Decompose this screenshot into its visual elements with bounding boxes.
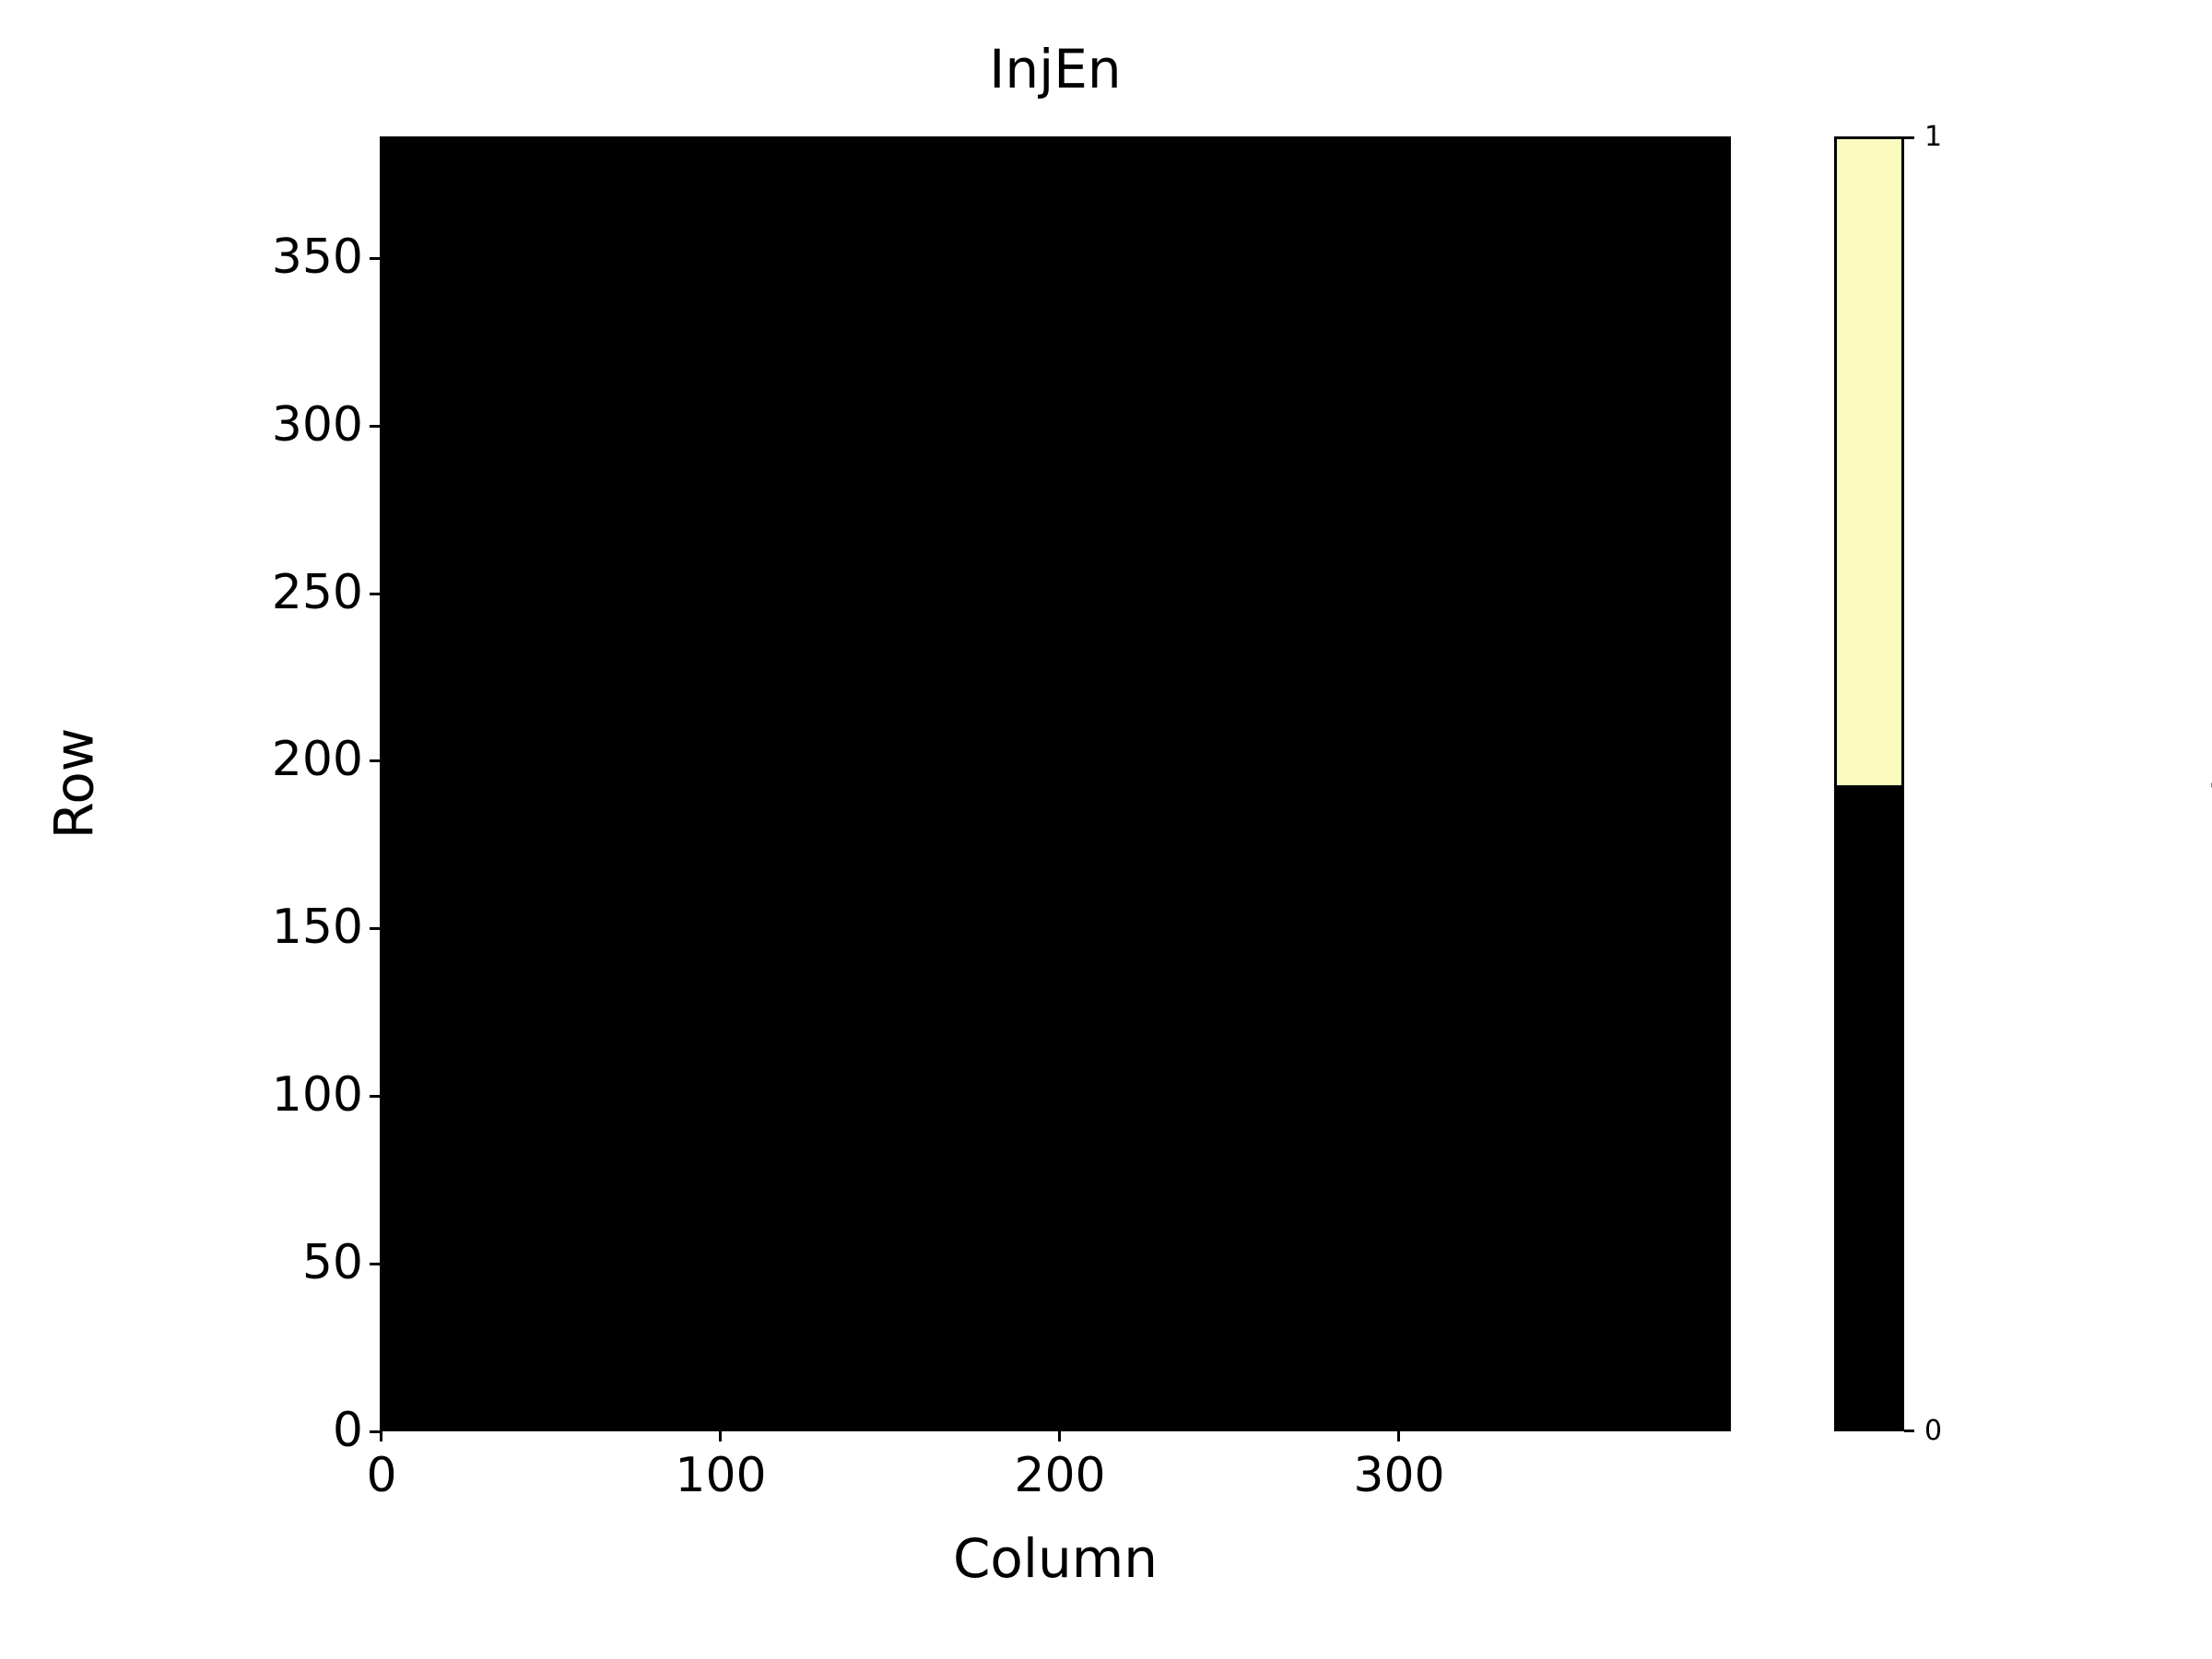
colorbar-tick-mark-top: [1904, 136, 1914, 139]
xtick-mark-100: [719, 1431, 722, 1441]
ytick-mark-300: [370, 425, 380, 428]
ytick-mark-50: [370, 1263, 380, 1265]
heatmap-image: [380, 136, 1731, 1431]
ytick-mark-200: [370, 759, 380, 762]
xtick-mark-200: [1058, 1431, 1061, 1441]
xtick-mark-300: [1397, 1431, 1400, 1441]
y-axis-label: Row: [42, 727, 106, 840]
ytick-mark-100: [370, 1095, 380, 1098]
ytick-mark-250: [370, 593, 380, 595]
colorbar-label: Value: [2202, 711, 2212, 858]
ytick-label-150: 150: [271, 900, 363, 955]
ytick-label-0: 0: [332, 1403, 363, 1458]
xtick-label-200: 200: [1014, 1448, 1106, 1503]
ytick-label-300: 300: [271, 397, 363, 453]
heatmap-plot-area[interactable]: [380, 136, 1731, 1431]
colorbar-high-segment: [1837, 139, 1901, 785]
ytick-label-200: 200: [271, 732, 363, 787]
xtick-mark-0: [380, 1431, 382, 1441]
colorbar-tick-label-top: 1: [1924, 121, 1943, 153]
xtick-label-300: 300: [1353, 1448, 1445, 1503]
ytick-mark-150: [370, 927, 380, 930]
colorbar-low-segment: [1837, 784, 1901, 1429]
xtick-label-0: 0: [366, 1448, 397, 1503]
ytick-label-100: 100: [271, 1067, 363, 1123]
ytick-label-50: 50: [301, 1235, 363, 1290]
colorbar-tick-mark-bottom: [1904, 1430, 1914, 1432]
colorbar-tick-label-bottom: 0: [1924, 1415, 1943, 1447]
chart-title: InjEn: [989, 38, 1122, 100]
ytick-mark-350: [370, 257, 380, 260]
x-axis-label: Column: [952, 1527, 1159, 1590]
colorbar[interactable]: [1834, 136, 1904, 1431]
ytick-mark-0: [370, 1430, 380, 1433]
ytick-label-250: 250: [271, 565, 363, 620]
ytick-label-350: 350: [271, 229, 363, 285]
xtick-label-100: 100: [675, 1448, 767, 1503]
